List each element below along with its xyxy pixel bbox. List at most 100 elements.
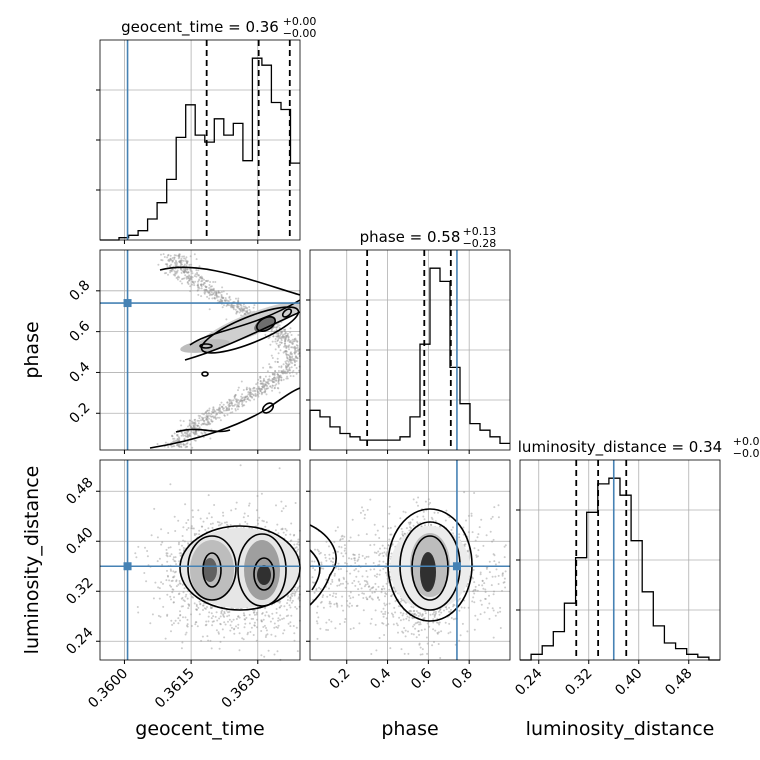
panel-frame <box>99 459 301 661</box>
sample-point <box>166 552 169 555</box>
sample-point <box>136 606 139 608</box>
sample-point <box>363 517 366 520</box>
sample-point <box>160 259 163 261</box>
sample-point <box>249 631 252 633</box>
sample-point <box>169 271 172 274</box>
sample-point <box>346 582 349 585</box>
sample-point <box>243 512 246 515</box>
sample-point <box>290 522 293 525</box>
sample-point <box>366 598 369 601</box>
panel-title-phase: phase = 0.58 <box>360 228 461 246</box>
sample-point <box>378 573 381 576</box>
sample-point <box>385 624 388 627</box>
sample-point <box>181 282 183 285</box>
sample-point <box>292 358 295 360</box>
sample-point <box>180 443 183 446</box>
sample-point <box>238 311 241 314</box>
sample-point <box>407 652 410 655</box>
sample-point <box>224 409 227 412</box>
sample-point <box>228 614 231 617</box>
sample-point <box>178 580 181 582</box>
sample-point <box>248 306 251 308</box>
sample-point <box>230 401 233 404</box>
sample-point <box>181 596 184 599</box>
sample-point <box>257 388 260 390</box>
sample-point <box>222 408 224 410</box>
sample-point <box>278 601 281 604</box>
sample-point <box>403 652 406 655</box>
sample-point <box>170 619 173 622</box>
sample-point <box>289 327 292 330</box>
sample-point <box>188 419 191 422</box>
sample-point <box>198 265 201 268</box>
sample-point <box>235 625 237 628</box>
sample-point <box>335 592 338 595</box>
sample-point <box>497 516 500 519</box>
sample-point <box>328 557 331 560</box>
sample-point <box>207 417 210 420</box>
sample-point <box>206 280 209 283</box>
sample-point <box>208 294 211 297</box>
sample-point <box>426 652 429 655</box>
sample-point <box>185 265 188 267</box>
sample-point <box>143 572 146 574</box>
sample-point <box>450 528 453 531</box>
sample-point <box>240 380 243 383</box>
sample-point <box>483 582 486 585</box>
sample-point <box>253 398 256 401</box>
sample-point <box>331 561 334 564</box>
sample-point <box>182 277 185 280</box>
sample-point <box>263 655 266 658</box>
sample-point <box>200 639 203 642</box>
sample-point <box>265 629 268 632</box>
sample-point <box>267 649 270 652</box>
sample-point <box>279 374 282 377</box>
sample-point <box>504 570 507 573</box>
sample-point <box>182 539 185 542</box>
contour-line <box>149 387 300 449</box>
sample-point <box>282 378 285 381</box>
sample-point <box>373 591 376 594</box>
sample-point <box>259 377 262 380</box>
sample-point <box>251 393 254 395</box>
sample-point <box>317 616 320 619</box>
sample-point <box>493 506 496 509</box>
sample-point <box>221 405 224 408</box>
sample-point <box>295 360 298 362</box>
sample-point <box>377 585 380 588</box>
sample-point <box>278 467 281 470</box>
sample-point <box>237 615 240 618</box>
sample-point <box>373 543 376 546</box>
sample-point <box>375 588 378 591</box>
sample-point <box>211 620 214 623</box>
sample-point <box>177 257 180 260</box>
sample-point <box>173 440 176 443</box>
sample-point <box>417 611 420 614</box>
sample-point <box>169 595 172 598</box>
sample-point <box>237 623 240 626</box>
sample-point <box>325 559 328 562</box>
sample-point <box>383 602 386 605</box>
sample-point <box>438 613 441 616</box>
sample-point <box>437 511 439 514</box>
sample-point <box>190 430 193 433</box>
sample-point <box>386 547 389 550</box>
sample-point <box>247 397 250 399</box>
sample-point <box>345 580 348 583</box>
sample-point <box>207 639 210 642</box>
sample-point <box>367 555 370 558</box>
sample-point <box>217 524 220 527</box>
sample-point <box>278 606 281 609</box>
sample-point <box>277 387 280 390</box>
density-contours <box>180 528 300 608</box>
sample-point <box>267 614 270 617</box>
sample-point <box>225 407 228 410</box>
sample-point <box>370 653 373 655</box>
sample-point <box>324 553 326 556</box>
sample-point <box>246 522 249 525</box>
sample-point <box>289 352 292 355</box>
sample-point <box>169 264 171 267</box>
sample-point <box>484 588 487 591</box>
sample-point <box>497 583 500 585</box>
sample-point <box>331 580 334 583</box>
